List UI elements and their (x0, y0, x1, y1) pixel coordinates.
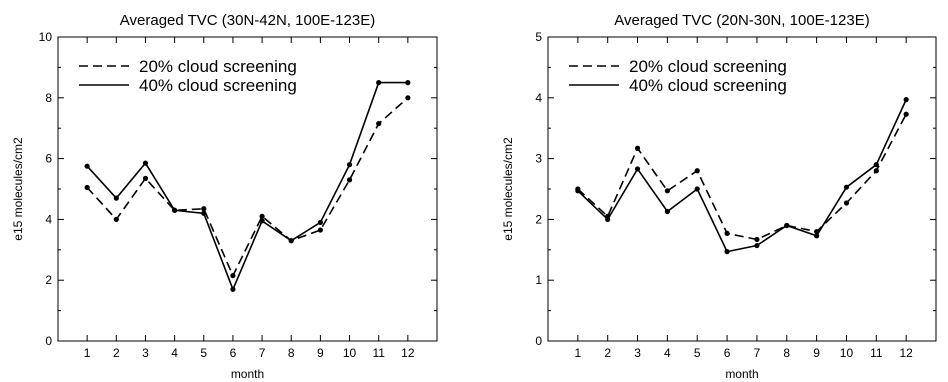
data-point (843, 200, 850, 206)
data-point (84, 184, 90, 191)
data-point (605, 216, 611, 222)
x-tick-label: 1 (84, 346, 91, 360)
x-tick-label: 5 (694, 346, 701, 360)
data-point (873, 162, 879, 168)
y-tick-label: 0 (45, 334, 52, 348)
data-point (903, 97, 909, 103)
y-tick-label: 10 (39, 30, 53, 44)
data-point (724, 230, 730, 236)
y-tick-label: 4 (45, 212, 52, 226)
x-tick-label: 2 (113, 346, 120, 360)
data-point (346, 177, 353, 183)
data-point (201, 210, 207, 216)
data-point (724, 249, 730, 255)
x-tick-label: 8 (783, 346, 790, 360)
data-point (113, 195, 119, 201)
y-axis-label: e15 molecules/cm2 (501, 137, 515, 241)
data-point (903, 111, 909, 117)
chart-panel-2: Averaged TVC (20N-30N, 100E-123E)1 2 3 4 5 6 7… (501, 12, 937, 381)
legend-label: 40% cloud screening (629, 76, 787, 95)
x-tick-label: 3 (634, 346, 641, 360)
data-point (575, 188, 581, 194)
data-point (317, 227, 323, 233)
data-point (113, 216, 119, 222)
data-point (201, 206, 207, 212)
series-line-20pct (86, 97, 409, 278)
chart-title: Averaged TVC (20N-30N, 100E-123E) (614, 12, 869, 29)
data-point (754, 236, 760, 243)
data-point (754, 242, 760, 249)
x-tick-label: 3 (142, 346, 149, 360)
x-tick-label: 5 (200, 346, 207, 360)
x-axis-label: month (725, 367, 758, 381)
data-point (634, 145, 641, 151)
data-point (814, 233, 820, 239)
data-point (405, 80, 411, 86)
data-point (664, 188, 670, 194)
data-point (259, 218, 265, 224)
y-tick-label: 1 (535, 273, 542, 287)
data-point (142, 175, 149, 181)
x-tick-label: 2 (604, 346, 611, 360)
y-tick-label: 6 (45, 152, 52, 166)
x-tick-label: 10 (840, 346, 854, 360)
y-tick-label: 8 (45, 91, 52, 105)
data-point (376, 121, 382, 127)
data-point (172, 207, 178, 213)
data-point (843, 184, 850, 190)
chart-panel-1: Averaged TVC (30N-42N, 100E-123E)1 2 3 4 5 6 7… (11, 12, 438, 381)
x-tick-label: 1 (575, 346, 582, 360)
x-axis-label: month (231, 367, 264, 381)
data-point (694, 186, 700, 192)
series-line-40pct (577, 99, 907, 253)
x-tick-label: 9 (813, 346, 820, 360)
series-line-40pct (86, 81, 408, 292)
series-line-20pct (577, 113, 907, 241)
y-axis-label: e15 molecules/cm2 (11, 137, 25, 241)
data-point (784, 222, 790, 229)
data-point (694, 168, 700, 174)
x-tick-label: 8 (288, 346, 295, 360)
x-tick-label: 4 (171, 346, 178, 360)
data-point (288, 238, 294, 244)
x-tick-label: 11 (870, 346, 883, 360)
x-tick-label: 12 (401, 346, 415, 360)
data-point (230, 286, 236, 292)
x-tick-label: 7 (259, 346, 266, 360)
x-tick-label: 11 (372, 346, 385, 360)
x-tick-label: 12 (899, 346, 913, 360)
legend-label: 40% cloud screening (139, 76, 297, 95)
y-tick-label: 2 (45, 273, 52, 287)
data-point (230, 273, 236, 279)
data-point (873, 168, 879, 174)
data-point (84, 163, 90, 169)
y-tick-label: 0 (535, 334, 542, 348)
y-tick-label: 5 (535, 30, 542, 44)
x-tick-label: 6 (230, 346, 237, 360)
data-point (346, 162, 353, 168)
legend-label: 20% cloud screening (139, 57, 297, 76)
data-point (664, 208, 670, 215)
y-tick-label: 3 (535, 152, 542, 166)
data-point (634, 166, 641, 172)
x-tick-label: 10 (343, 346, 357, 360)
data-point (142, 160, 149, 166)
data-point (405, 95, 411, 101)
x-tick-label: 7 (754, 346, 761, 360)
data-point (317, 219, 323, 226)
y-tick-label: 4 (535, 91, 542, 105)
x-tick-label: 9 (317, 346, 324, 360)
x-tick-label: 4 (664, 346, 671, 360)
chart-title: Averaged TVC (30N-42N, 100E-123E) (120, 12, 375, 29)
y-tick-label: 2 (535, 212, 542, 226)
data-point (259, 213, 265, 219)
legend-label: 20% cloud screening (629, 57, 787, 76)
x-tick-label: 6 (724, 346, 731, 360)
data-point (376, 80, 382, 86)
